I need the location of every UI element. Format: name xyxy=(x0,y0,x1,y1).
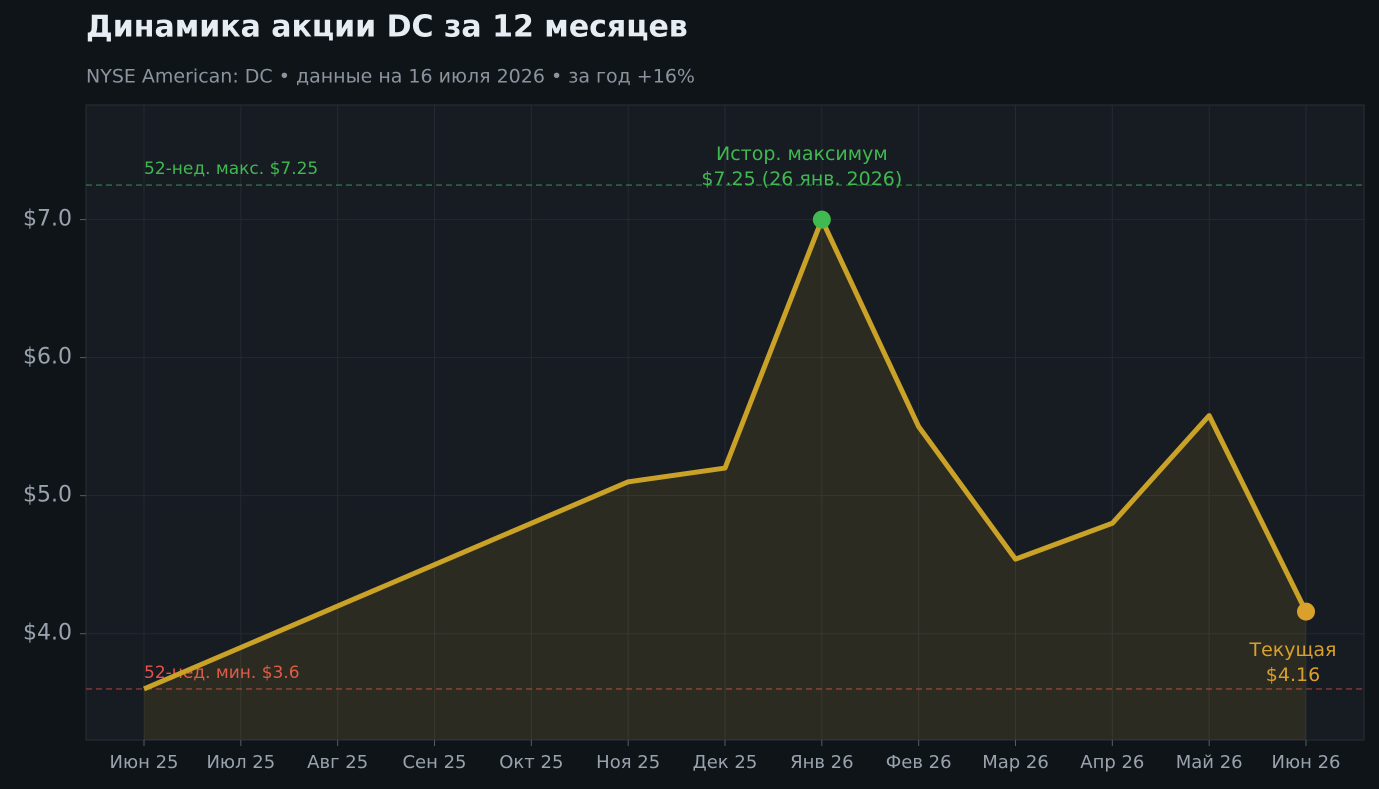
peak-annotation: Истор. максимум xyxy=(716,143,888,165)
reference-label: 52-нед. макс. $7.25 xyxy=(144,159,318,179)
x-tick-label: Мар 26 xyxy=(982,752,1049,773)
x-tick-label: Янв 26 xyxy=(790,752,854,773)
y-tick-label: $7.0 xyxy=(23,207,72,232)
x-tick-label: Июл 25 xyxy=(206,752,275,773)
x-tick-label: Июн 26 xyxy=(1271,752,1340,773)
current-annotation: Текущая xyxy=(1249,639,1337,661)
peak-annotation: $7.25 (26 янв. 2026) xyxy=(701,168,902,190)
x-tick-label: Окт 25 xyxy=(499,752,563,773)
area xyxy=(144,219,1306,741)
x-tick-label: Фев 26 xyxy=(886,752,952,773)
current-annotation: $4.16 xyxy=(1266,664,1320,686)
current-marker xyxy=(1297,602,1315,621)
peak-marker xyxy=(812,210,831,229)
y-tick-label: $4.0 xyxy=(23,621,72,646)
x-tick-label: Дек 25 xyxy=(693,752,758,773)
x-tick-label: Июн 25 xyxy=(109,752,178,773)
x-tick-label: Сен 25 xyxy=(402,752,466,773)
chart-subtitle: NYSE American: DC • данные на 16 июля 20… xyxy=(86,66,695,88)
x-tick-label: Апр 26 xyxy=(1080,752,1144,773)
x-tick-label: Ноя 25 xyxy=(596,752,660,773)
x-tick-label: Авг 25 xyxy=(307,752,368,773)
line xyxy=(143,217,1309,692)
chart-title: Динамика акции DC за 12 месяцев xyxy=(86,10,688,45)
y-tick-label: $5.0 xyxy=(23,483,72,508)
reference-label: 52-нед. мин. $3.6 xyxy=(144,663,300,683)
y-tick-label: $6.0 xyxy=(23,345,72,370)
x-tick-label: Май 26 xyxy=(1176,752,1243,773)
